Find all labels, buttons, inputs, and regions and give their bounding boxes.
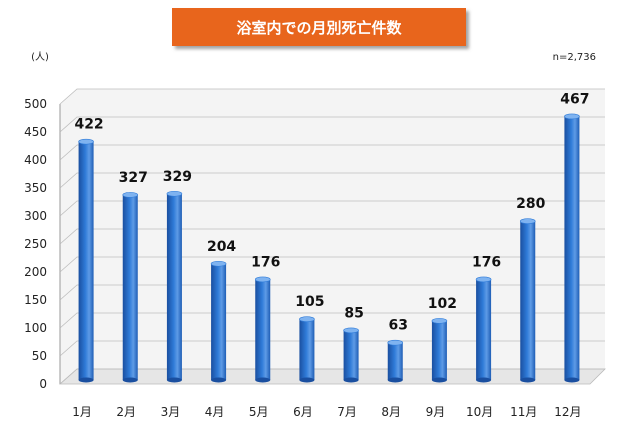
bar-top (210, 260, 227, 267)
bar-base (299, 377, 315, 383)
bar-base (476, 377, 492, 383)
gridline (59, 340, 605, 357)
x-tick-label: 1月 (72, 405, 92, 419)
bar-top (387, 339, 404, 346)
y-tick-label: 150 (24, 293, 47, 307)
data-label: 467 (560, 91, 589, 107)
y-tick-label: 0 (39, 377, 47, 391)
y-tick-label: 500 (24, 97, 47, 111)
gridline (59, 256, 605, 273)
bar-top (343, 327, 359, 334)
bar-base (78, 377, 94, 383)
y-tick-label: 400 (24, 153, 47, 167)
data-label: 280 (516, 196, 545, 212)
bar (122, 194, 138, 380)
bar (299, 319, 315, 380)
gridlines (59, 88, 605, 385)
bar-top (299, 316, 315, 323)
bar-top (431, 318, 448, 324)
bar (78, 141, 94, 380)
title-background (172, 8, 466, 46)
x-tick-label: 8月 (381, 405, 401, 419)
gridline (59, 228, 605, 245)
bars (78, 113, 580, 383)
data-label: 176 (472, 254, 501, 270)
x-tick-label: 12月 (554, 405, 581, 419)
bar-top (166, 190, 183, 197)
data-label: 422 (74, 117, 103, 133)
data-label: 63 (389, 318, 408, 334)
bar-top (122, 192, 139, 198)
gridline (59, 284, 605, 301)
bar-top (564, 113, 580, 120)
x-tick-label: 5月 (249, 405, 269, 419)
y-tick-label: 50 (32, 349, 47, 363)
x-tick-labels: 1月 2月 3月 4月 5月 6月 7月 8月 9月 10月 11月 12月 (72, 405, 581, 419)
bar (211, 263, 227, 380)
x-tick-label: 7月 (337, 405, 357, 419)
chart-title: 浴室内での月別死亡件数 (236, 19, 402, 37)
bar-top (78, 138, 94, 145)
gridline (59, 172, 605, 189)
bar-base (255, 377, 271, 383)
y-tick-label: 300 (24, 209, 47, 223)
plot-wall (60, 89, 605, 384)
data-label: 176 (251, 254, 280, 270)
y-tick-label: 200 (24, 265, 47, 279)
gridline (59, 144, 605, 161)
gridline (59, 200, 605, 217)
x-tick-label: 3月 (161, 405, 181, 419)
y-tick-label: 350 (24, 181, 47, 195)
bar-base (520, 377, 536, 383)
bar-base (343, 377, 359, 383)
data-label: 105 (295, 294, 324, 310)
bar-base (387, 377, 403, 383)
bar-base (122, 377, 138, 383)
bar-top (254, 276, 271, 283)
bar (255, 279, 271, 380)
y-tick-labels: 0 50 100 150 200 250 300 350 400 450 500 (24, 97, 47, 391)
chart-title-box: 浴室内での月別死亡件数 (172, 8, 466, 46)
y-tick-label: 450 (24, 125, 47, 139)
bar-top (475, 276, 492, 283)
y-axis-unit-label: (人) (31, 51, 49, 63)
bar-base (564, 377, 580, 383)
x-tick-label: 9月 (426, 405, 446, 419)
gridline (59, 88, 605, 105)
y-tick-label: 100 (24, 321, 47, 335)
bar (476, 279, 492, 380)
data-label: 327 (119, 170, 148, 186)
data-label: 102 (428, 296, 457, 312)
bar (387, 342, 403, 380)
gridline (59, 368, 605, 385)
bar (343, 330, 359, 380)
sample-size-note: n=2,736 (553, 52, 596, 63)
x-tick-label: 11月 (510, 405, 537, 419)
data-labels: 422 327 329 204 176 105 85 63 102 176 280 467 (74, 91, 589, 333)
bar (564, 116, 580, 380)
y-tick-label: 250 (24, 237, 47, 251)
bar (431, 320, 447, 380)
data-label: 204 (207, 239, 236, 255)
x-tick-label: 2月 (116, 405, 136, 419)
bar-top (519, 218, 536, 224)
data-label: 329 (163, 169, 192, 185)
x-tick-label: 4月 (205, 405, 225, 419)
gridline (59, 312, 605, 329)
bar-base (166, 377, 182, 383)
gridline (59, 116, 605, 133)
bar-base (431, 377, 447, 383)
x-tick-label: 6月 (293, 405, 313, 419)
data-label: 85 (344, 305, 363, 321)
x-tick-label: 10月 (466, 405, 493, 419)
bar (520, 221, 536, 380)
bar (166, 193, 182, 380)
bar-base (211, 377, 227, 383)
